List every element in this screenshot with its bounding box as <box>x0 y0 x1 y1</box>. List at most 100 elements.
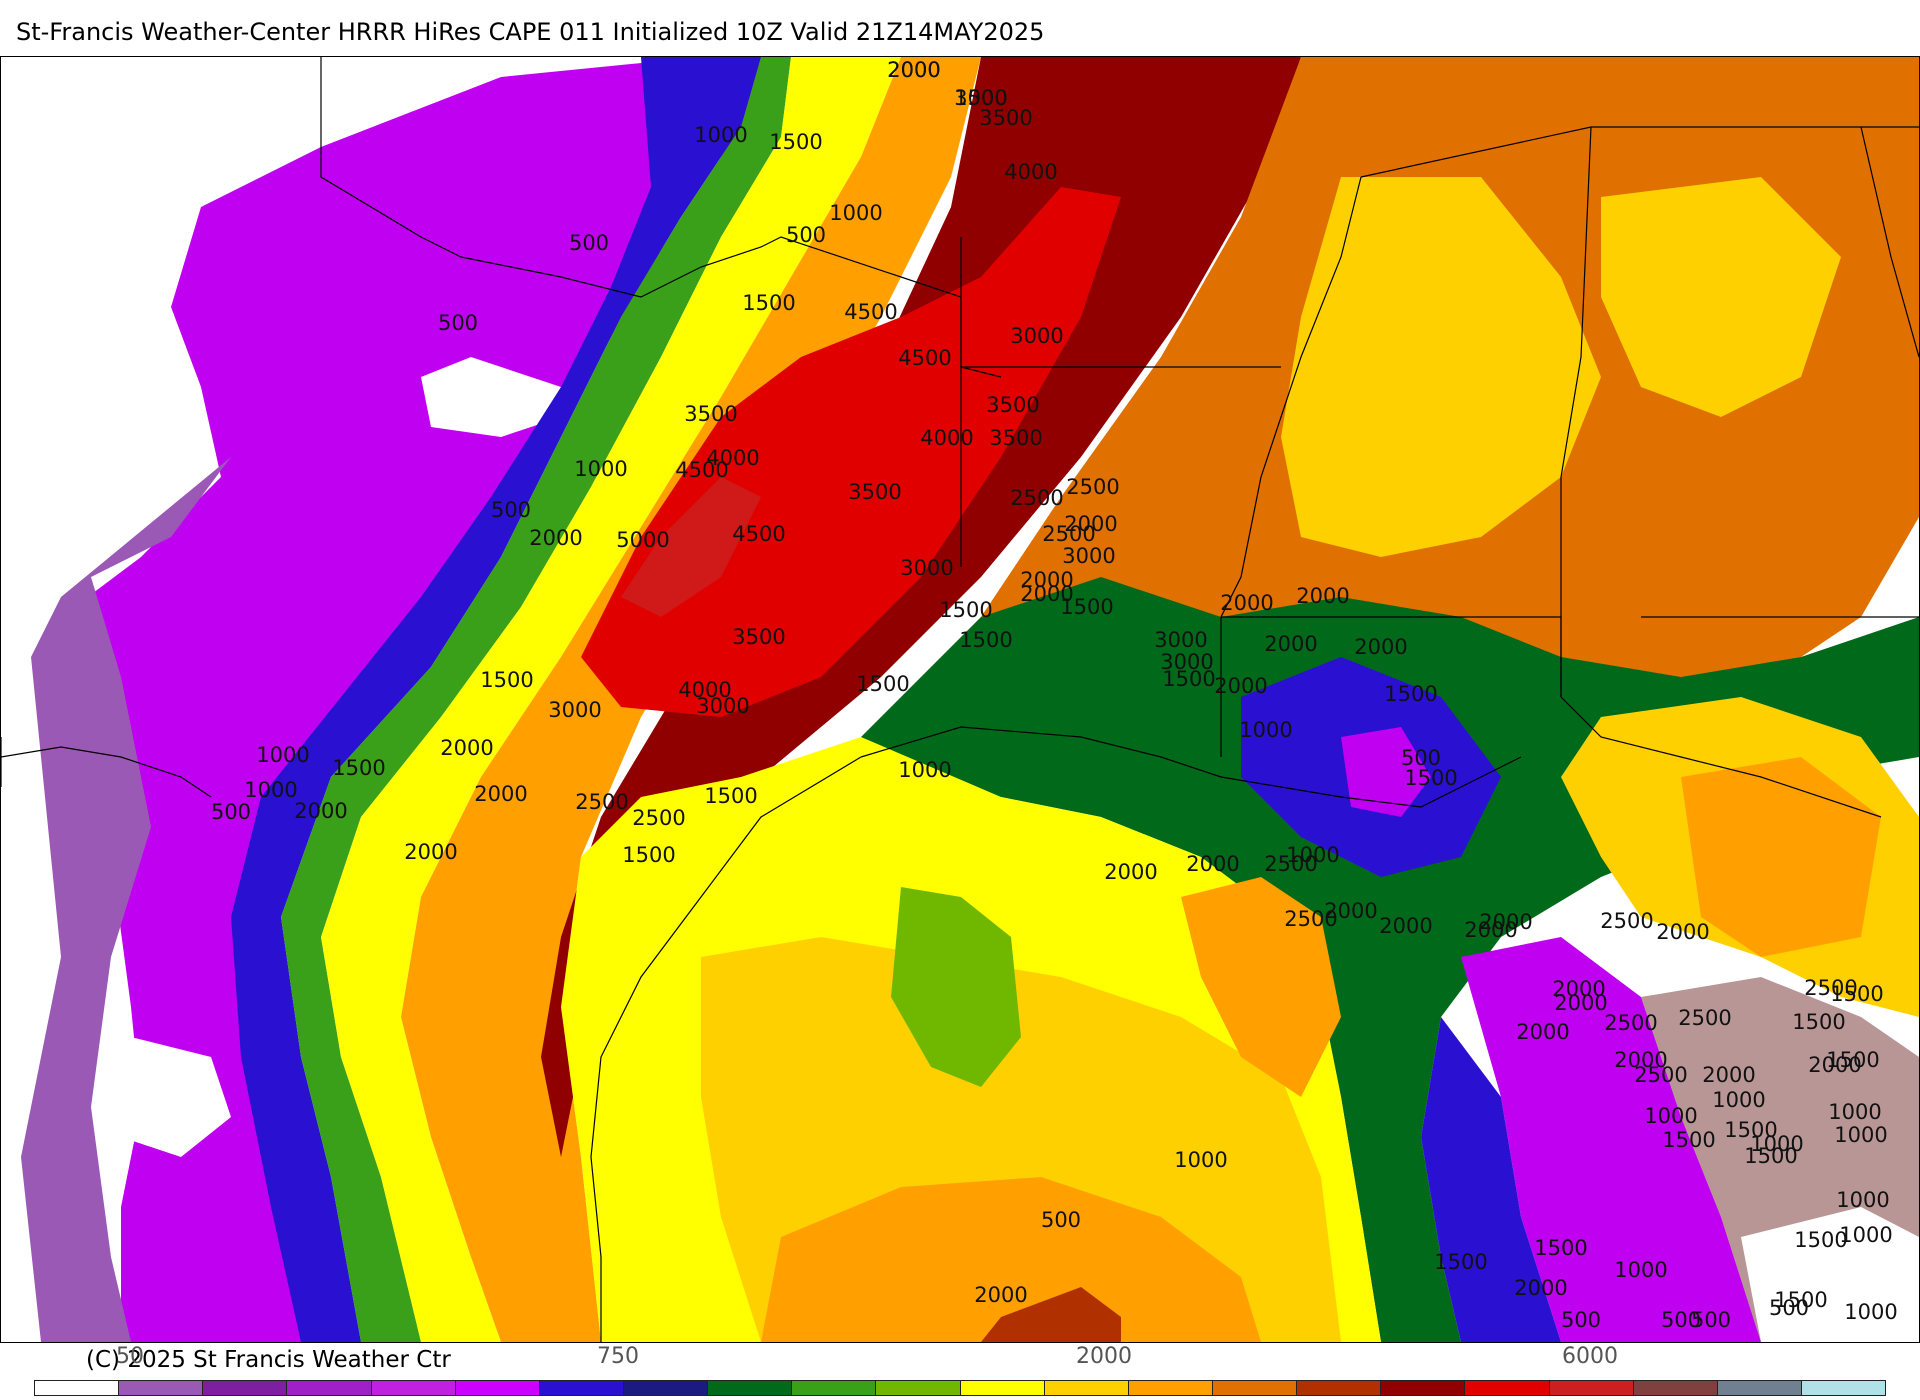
colorbar-swatch <box>1128 1381 1213 1395</box>
contour-label: 1000 <box>574 457 627 481</box>
contour-label: 5000 <box>616 528 669 552</box>
colorbar-swatch <box>1801 1381 1886 1395</box>
cape-band-4000 <box>581 187 1121 717</box>
contour-label: 2000 <box>1104 860 1157 884</box>
contour-label: 1500 <box>704 784 757 808</box>
contour-label: 1500 <box>1662 1128 1715 1152</box>
contour-label: 2500 <box>1604 1011 1657 1035</box>
contour-label: 2000 <box>1552 977 1605 1001</box>
colorbar-swatch <box>792 1381 877 1395</box>
contour-label: 2000 <box>1186 852 1239 876</box>
contour-label: 1500 <box>939 598 992 622</box>
contour-label: 2000 <box>404 840 457 864</box>
contour-label: 2000 <box>1324 899 1377 923</box>
contour-label: 2000 <box>1656 920 1709 944</box>
contour-label: 2000 <box>1379 914 1432 938</box>
contour-label: 1000 <box>694 123 747 147</box>
contour-label: 1000 <box>1844 1300 1897 1324</box>
contour-label: 2500 <box>1678 1006 1731 1030</box>
contour-label: 1500 <box>856 672 909 696</box>
cape-band-1500 <box>321 57 901 1342</box>
colorbar-swatch <box>876 1381 961 1395</box>
contour-label: 2500 <box>1634 1063 1687 1087</box>
contour-label: 500 <box>491 498 531 522</box>
contour-label: 1500 <box>332 756 385 780</box>
contour-label: 3500 <box>989 426 1042 450</box>
colorbar-swatch <box>960 1381 1045 1395</box>
cape-band-3000 <box>981 1287 1121 1342</box>
contour-label: 2000 <box>440 736 493 760</box>
colorbar-tick-label: 50 <box>116 1344 144 1369</box>
contour-label: 3000 <box>900 556 953 580</box>
contour-label: 1000 <box>1834 1123 1887 1147</box>
contour-label: 1500 <box>742 291 795 315</box>
color-scale-bar <box>34 1380 1886 1396</box>
contour-label: 2500 <box>1264 852 1317 876</box>
contour-label: 2500 <box>1600 909 1653 933</box>
contour-label: 4000 <box>1004 160 1057 184</box>
colorbar-swatch <box>455 1381 540 1395</box>
contour-label: 2000 <box>1516 1020 1569 1044</box>
contour-label: 1000 <box>1239 718 1292 742</box>
contour-label: 2500 <box>575 790 628 814</box>
contour-label: 2000 <box>1020 568 1073 592</box>
contour-label: 1500 <box>1830 982 1883 1006</box>
contour-label: 2000 <box>1064 512 1117 536</box>
contour-label: 1500 <box>959 628 1012 652</box>
contour-label: 2000 <box>1020 582 1073 606</box>
contour-label: 500 <box>1561 1308 1601 1332</box>
contour-label: 1000 <box>829 201 882 225</box>
contour-label: 1000 <box>1828 1100 1881 1124</box>
contour-label: 1000 <box>1644 1104 1697 1128</box>
colorbar-swatch <box>119 1381 204 1395</box>
dry-region <box>1741 1207 1919 1342</box>
contour-label: 1000 <box>256 743 309 767</box>
cape-band-2000 <box>1601 177 1841 417</box>
contour-label: 1500 <box>954 86 1007 110</box>
colorbar-swatch <box>1633 1381 1718 1395</box>
contour-label: 3500 <box>732 625 785 649</box>
contour-label: 1000 <box>1174 1148 1227 1172</box>
contour-label: 4000 <box>920 426 973 450</box>
contour-label: 1500 <box>1162 667 1215 691</box>
contour-label: 1000 <box>244 778 297 802</box>
cape-band-250 <box>21 457 231 1342</box>
contour-label: 4000 <box>706 446 759 470</box>
contour-label: 3000 <box>1154 628 1207 652</box>
colorbar-swatch <box>623 1381 709 1395</box>
colorbar-swatch <box>1212 1381 1298 1395</box>
contour-label: 2000 <box>1479 910 1532 934</box>
state-boundaries <box>1 57 1919 1342</box>
contour-label: 2000 <box>1614 1048 1667 1072</box>
contour-label: 3000 <box>548 698 601 722</box>
contour-label: 1500 <box>1724 1118 1777 1142</box>
contour-label: 3000 <box>1160 650 1213 674</box>
colorbar-tick-label: 750 <box>597 1344 639 1369</box>
cape-band-3000 <box>541 57 1301 1157</box>
colorbar-swatch <box>1465 1381 1550 1395</box>
contour-label: 500 <box>786 223 826 247</box>
cape-band-5000 <box>621 477 761 617</box>
contour-label: 4500 <box>732 522 785 546</box>
cape-band-750 <box>1421 1017 1561 1342</box>
colorbar-swatch <box>1297 1381 1382 1395</box>
contour-label: 3500 <box>986 393 1039 417</box>
copyright-text: (C) 2025 St Francis Weather Ctr <box>86 1347 451 1373</box>
contour-label: 1500 <box>1744 1144 1797 1168</box>
contour-label: 1500 <box>1404 766 1457 790</box>
contour-label: 2000 <box>887 58 940 82</box>
contour-label: 1500 <box>1826 1048 1879 1072</box>
contour-label: 1500 <box>1774 1288 1827 1312</box>
contour-label: 2500 <box>1066 475 1119 499</box>
contour-label: 2500 <box>1010 486 1063 510</box>
contour-label: 1500 <box>1534 1236 1587 1260</box>
contour-label: 2000 <box>529 526 582 550</box>
contour-label: 2000 <box>1220 591 1273 615</box>
contour-label: 3000 <box>1010 324 1063 348</box>
cape-band-750 <box>231 57 761 1342</box>
contour-label: 1000 <box>1750 1132 1803 1156</box>
colorbar-swatch <box>203 1381 288 1395</box>
contour-label: 500 <box>438 311 478 335</box>
colorbar-swatch <box>1381 1381 1466 1395</box>
cape-band-2500 <box>1181 877 1341 1097</box>
